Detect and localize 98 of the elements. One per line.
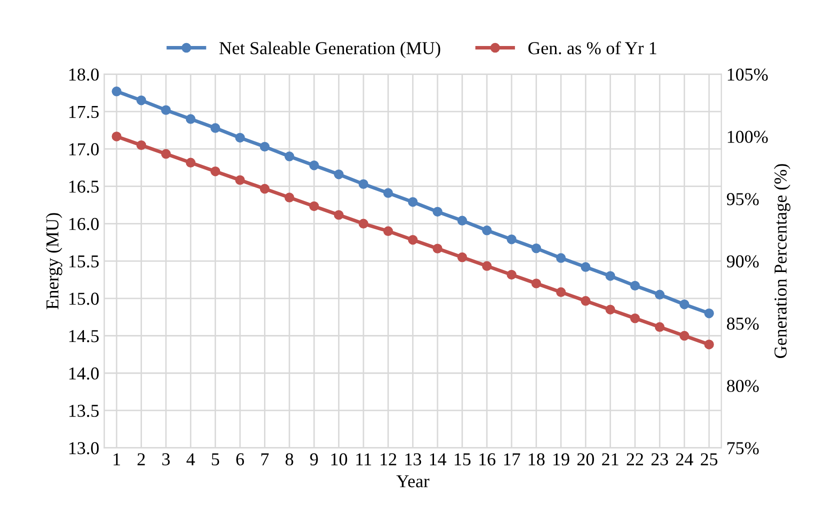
y2-tick-label: 80% [726, 380, 759, 392]
y2-tick-label: 85% [726, 318, 759, 330]
y-tick-label: 15.0 [69, 292, 99, 305]
y2-tick-label: 90% [726, 255, 759, 268]
x-tick-label: 13 [405, 453, 422, 466]
x-tick-label: 10 [331, 453, 348, 466]
point [630, 280, 640, 291]
y-tick-label: 13.0 [69, 442, 99, 454]
point [309, 160, 319, 170]
point [186, 114, 196, 124]
point [284, 192, 294, 202]
point [506, 270, 516, 280]
point [309, 201, 319, 212]
x-tick-label: 23 [651, 453, 668, 466]
x-tick-label: 8 [286, 453, 294, 466]
point [210, 123, 220, 133]
x-tick-label: 4 [186, 453, 195, 466]
point [136, 140, 146, 150]
y-tick-label: 14.0 [69, 367, 99, 380]
point [408, 197, 418, 207]
point [358, 218, 368, 229]
point [605, 271, 616, 281]
y-tick-label: 13.5 [69, 404, 99, 418]
point [284, 152, 294, 162]
x-tick-label: 2 [138, 453, 145, 466]
y2-tick-label: 95% [726, 193, 759, 206]
x-tick-label: 24 [676, 453, 694, 466]
point [383, 226, 394, 236]
point [136, 95, 146, 106]
x-tick-label: 12 [380, 453, 396, 466]
x-tick-label: 7 [261, 453, 269, 466]
x-tick-label: 18 [528, 453, 545, 466]
point [482, 226, 492, 236]
point [210, 166, 220, 176]
x-tick-label: 5 [212, 453, 220, 466]
point [432, 206, 442, 217]
point [260, 142, 270, 152]
x-tick-label: 20 [577, 453, 594, 466]
point [531, 243, 542, 254]
point [531, 278, 542, 288]
x-tick-label: 25 [700, 453, 718, 466]
x-tick-label: 19 [554, 453, 570, 466]
x-tick-label: 6 [236, 453, 244, 466]
x-tick-label: 3 [162, 453, 170, 466]
y2-tick-label: 100% [728, 130, 768, 143]
point [482, 261, 492, 271]
legend-label: Gen. as % of Yr 1 [528, 41, 656, 54]
x-tick-label: 17 [504, 453, 520, 466]
x-tick-label: 16 [479, 453, 496, 466]
point [334, 210, 344, 220]
y-axis-title: Energy (MU) [46, 213, 62, 310]
point [580, 296, 590, 306]
point [358, 179, 368, 189]
x-tick-label: 21 [602, 453, 618, 466]
point [654, 322, 665, 332]
point [260, 184, 270, 194]
y-tick-label: 16.5 [69, 180, 99, 193]
point [704, 308, 714, 318]
y2-tick-label: 75% [727, 442, 759, 454]
point [580, 262, 590, 272]
y2-tick-label: 105% [728, 68, 768, 81]
x-tick-label: 11 [356, 453, 372, 466]
y-tick-label: 18.0 [69, 68, 99, 81]
x-tick-label: 15 [454, 453, 471, 466]
point [334, 169, 344, 180]
point [704, 340, 714, 350]
point [235, 175, 245, 185]
point [383, 188, 394, 198]
point [630, 313, 640, 324]
y2-axis-title: Generation Percentage (%) [774, 164, 790, 358]
point [161, 105, 171, 115]
y-tick-label: 17.0 [69, 143, 99, 156]
point [432, 244, 442, 254]
point [112, 132, 122, 142]
y-tick-label: 17.5 [69, 106, 99, 118]
point [680, 330, 690, 341]
legend-label: Net Saleable Generation (MU) [219, 42, 440, 58]
x-tick-label: 22 [626, 453, 644, 466]
x-tick-label: 9 [310, 453, 318, 466]
point [506, 234, 516, 244]
point [161, 149, 171, 159]
point [186, 158, 196, 168]
point [457, 216, 468, 226]
point [556, 253, 566, 263]
point [680, 300, 690, 310]
x-tick-label: 14 [430, 453, 446, 466]
point [556, 287, 566, 298]
point [235, 132, 245, 143]
point [654, 290, 665, 300]
x-axis-title: Year [396, 475, 430, 488]
point [605, 304, 616, 314]
point [457, 252, 468, 262]
point [408, 234, 418, 245]
y-tick-label: 16.0 [69, 218, 99, 230]
point [112, 86, 122, 96]
y-tick-label: 14.5 [69, 330, 99, 342]
x-tick-label: 1 [114, 453, 120, 466]
y-tick-label: 15.5 [69, 255, 99, 268]
